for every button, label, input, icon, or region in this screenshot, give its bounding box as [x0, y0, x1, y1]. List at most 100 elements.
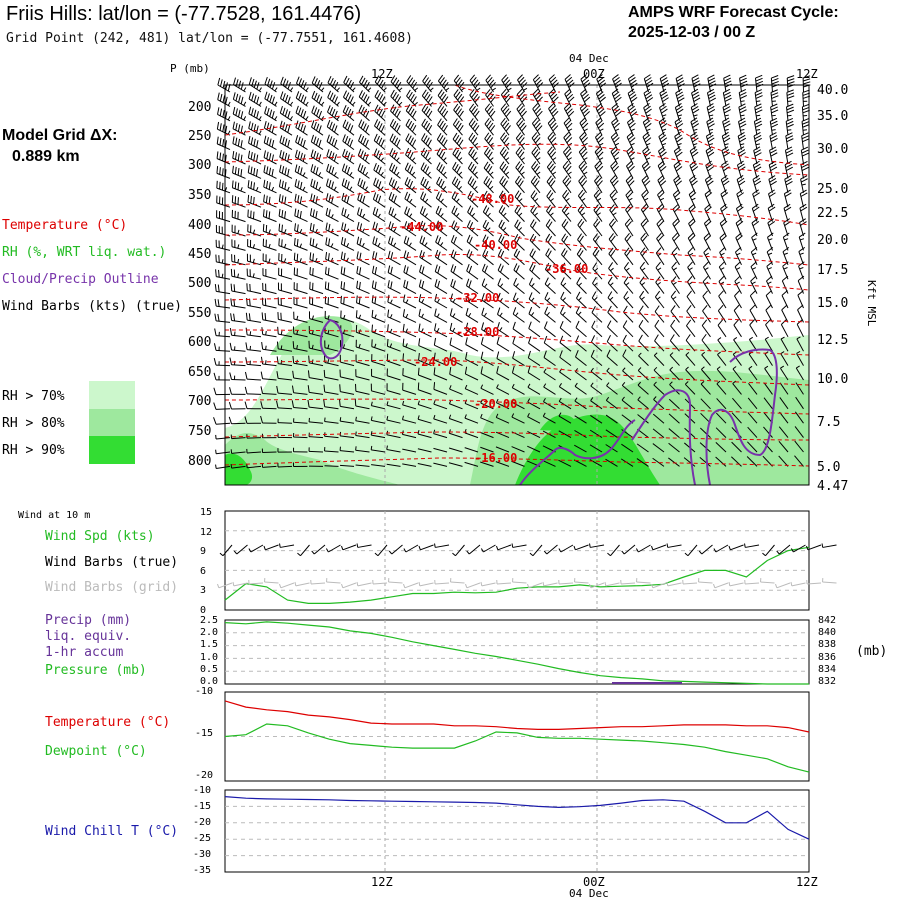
- wind-barb: [794, 440, 804, 453]
- wind-barb: [402, 338, 417, 352]
- wind-barb: [453, 103, 464, 122]
- wind-barb: [355, 339, 370, 352]
- wind-barb: [482, 219, 494, 237]
- wind-barb: [770, 103, 779, 121]
- wind-barb: [262, 209, 277, 223]
- wind-barb: [737, 146, 746, 165]
- wind-barb: [437, 103, 449, 122]
- wind-barb: [386, 368, 401, 381]
- wind-barb: [652, 457, 665, 467]
- windchill-tick: -10: [193, 785, 212, 796]
- wind-barb: [705, 131, 715, 150]
- wind-barb: [465, 278, 479, 295]
- wind-barb: [480, 336, 494, 352]
- wind-barb: [733, 319, 742, 338]
- wind-barb: [389, 162, 401, 179]
- wind-barb: [433, 352, 448, 367]
- wind-barb: [466, 263, 479, 280]
- wind-barb: [482, 249, 494, 266]
- surface-wind-barb-grid: [542, 581, 558, 587]
- wind-barb: [564, 88, 575, 107]
- pressure-tick: 700: [188, 394, 212, 409]
- wind-barb: [639, 261, 649, 280]
- wind-barb: [575, 320, 587, 338]
- wind-barb: [638, 320, 649, 338]
- wind-barb: [325, 266, 339, 280]
- wind-barb: [657, 174, 667, 194]
- wind-barb: [532, 103, 543, 122]
- wind-barb: [387, 265, 401, 280]
- wind-barb: [434, 264, 448, 280]
- wind-barb: [260, 371, 277, 381]
- top-time-00z: 00Z: [583, 67, 605, 81]
- wind-barb: [484, 132, 494, 150]
- wind-barb: [658, 117, 668, 136]
- wind-barb: [497, 263, 510, 280]
- pressure-tick: 800: [188, 454, 212, 469]
- wind-barb: [532, 88, 543, 107]
- wind-barb: [785, 132, 794, 150]
- wind-barb: [516, 103, 527, 122]
- wind-barb: [248, 106, 262, 122]
- wind-barb: [217, 77, 231, 93]
- wind-barb: [706, 88, 717, 107]
- wind-barb: [324, 340, 339, 352]
- wind-barb: [673, 174, 683, 194]
- wind-barb: [640, 203, 649, 222]
- wind-barb: [469, 74, 481, 93]
- temp-label-40: -40.00: [474, 238, 517, 252]
- surface-wind-barb: [452, 544, 465, 557]
- surface-wind-barb-grid: [434, 579, 450, 585]
- wind-barb: [484, 117, 496, 136]
- wind-barb: [310, 164, 324, 179]
- wind-barb: [387, 280, 401, 295]
- wind-barb: [778, 455, 789, 467]
- wind-barb: [512, 351, 525, 367]
- pressure-tick: 600: [188, 335, 212, 350]
- wind-speed-tick: 9: [200, 546, 207, 557]
- wind-barb: [593, 204, 603, 222]
- wind-barb: [591, 291, 603, 309]
- wind-barb: [327, 105, 340, 122]
- wind-barb: [783, 203, 792, 222]
- wind-barb: [515, 146, 525, 165]
- height-tick: 10.0: [817, 372, 849, 387]
- wind-barb: [402, 309, 417, 323]
- wind-barb: [326, 149, 339, 165]
- wind-barb: [388, 236, 401, 251]
- wind-barb: [293, 311, 308, 323]
- wind-barb: [435, 235, 448, 251]
- height-tick: 40.0: [817, 83, 849, 98]
- wind-barb: [731, 441, 742, 453]
- wind-barb: [232, 136, 246, 151]
- wind-barb: [417, 382, 432, 395]
- wind-barb: [341, 207, 355, 223]
- temp-label-48: -48.00: [471, 192, 514, 206]
- wind-barb: [715, 442, 727, 453]
- wind-barb: [280, 91, 294, 107]
- wind-barb: [529, 248, 541, 266]
- wind-barb: [703, 232, 712, 251]
- wind-barb: [480, 432, 494, 439]
- wind-barb: [465, 307, 479, 323]
- wind-barb: [607, 320, 618, 338]
- wind-barb: [800, 175, 808, 193]
- wind-barb: [403, 250, 417, 266]
- wind-barb: [558, 383, 572, 395]
- wind-barb: [561, 218, 572, 237]
- wind-barb: [355, 446, 370, 453]
- wind-barb: [765, 304, 773, 323]
- wind-barb: [357, 148, 370, 165]
- wind-barb: [753, 146, 762, 165]
- wind-barb: [717, 304, 727, 323]
- temperature-tick: -10: [195, 686, 214, 697]
- height-tick: 15.0: [817, 296, 849, 311]
- wind-barb: [405, 118, 417, 136]
- wind-barb: [293, 296, 308, 309]
- wind-barb: [480, 446, 494, 453]
- wind-barb: [779, 397, 789, 410]
- wind-barb: [417, 448, 432, 453]
- wind-barb: [309, 311, 324, 323]
- wind-barb: [434, 279, 448, 295]
- wind-barb: [590, 397, 603, 410]
